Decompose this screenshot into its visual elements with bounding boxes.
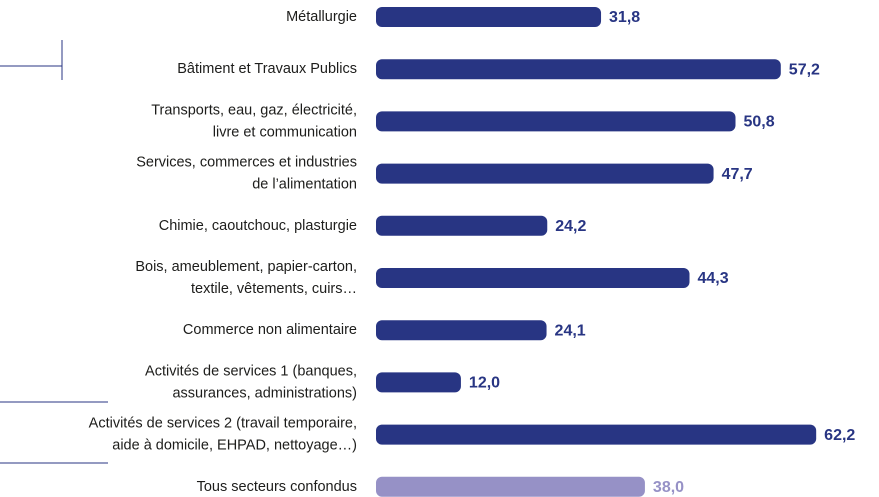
value-label: 57,2 (789, 61, 820, 78)
category-line: de l’alimentation (252, 176, 357, 192)
bar (376, 320, 547, 341)
value-label: 62,2 (824, 427, 855, 444)
category-label: Tous secteurs confondus (197, 479, 357, 495)
category-line: textile, vêtements, cuirs… (191, 281, 357, 297)
category-line: Commerce non alimentaire (183, 322, 357, 338)
category-label: Bois, ameublement, papier-carton, textile… (135, 259, 357, 297)
value-label: 47,7 (722, 166, 753, 183)
bar (376, 424, 817, 445)
category-line: livre et communication (213, 124, 357, 140)
category-line: Transports, eau, gaz, électricité, (151, 102, 357, 118)
bar (376, 268, 690, 288)
decoration (0, 40, 108, 464)
category-label: Services, commerces et industries de l’al… (136, 154, 357, 192)
category-line: Activités de services 2 (travail tempora… (89, 415, 357, 431)
category-label: Commerce non alimentaire (183, 322, 357, 338)
bar (376, 59, 781, 80)
category-label: Activités de services 1 (banques, assuran… (145, 363, 357, 401)
category-line: Tous secteurs confondus (197, 479, 357, 495)
category-line: Métallurgie (286, 9, 357, 25)
category-line: assurances, administrations) (172, 385, 357, 401)
value-label: 24,1 (555, 322, 586, 339)
bar (376, 7, 602, 27)
bar (376, 163, 714, 184)
value-label: 31,8 (609, 9, 640, 26)
category-label: Bâtiment et Travaux Publics (177, 61, 357, 77)
value-label: 24,2 (555, 218, 586, 235)
category-line: Services, commerces et industries (136, 154, 357, 170)
category-line: aide à domicile, EHPAD, nettoyage…) (112, 437, 357, 453)
category-line: Bois, ameublement, papier-carton, (135, 259, 357, 275)
category-line: Bâtiment et Travaux Publics (177, 61, 357, 77)
category-label: Activités de services 2 (travail tempora… (89, 415, 357, 453)
value-label: 44,3 (698, 270, 729, 287)
category-line: Chimie, caoutchouc, plasturgie (159, 218, 357, 234)
bar (376, 372, 461, 393)
value-label: 38,0 (653, 479, 684, 496)
value-label: 50,8 (744, 114, 775, 131)
category-label: Chimie, caoutchouc, plasturgie (159, 218, 357, 234)
bar (376, 476, 645, 497)
value-label: 12,0 (469, 375, 500, 392)
bar (376, 111, 736, 132)
category-label: Transports, eau, gaz, électricité, livre … (151, 102, 357, 140)
category-label: Métallurgie (286, 9, 357, 25)
bar (376, 215, 548, 236)
category-line: Activités de services 1 (banques, (145, 363, 357, 379)
